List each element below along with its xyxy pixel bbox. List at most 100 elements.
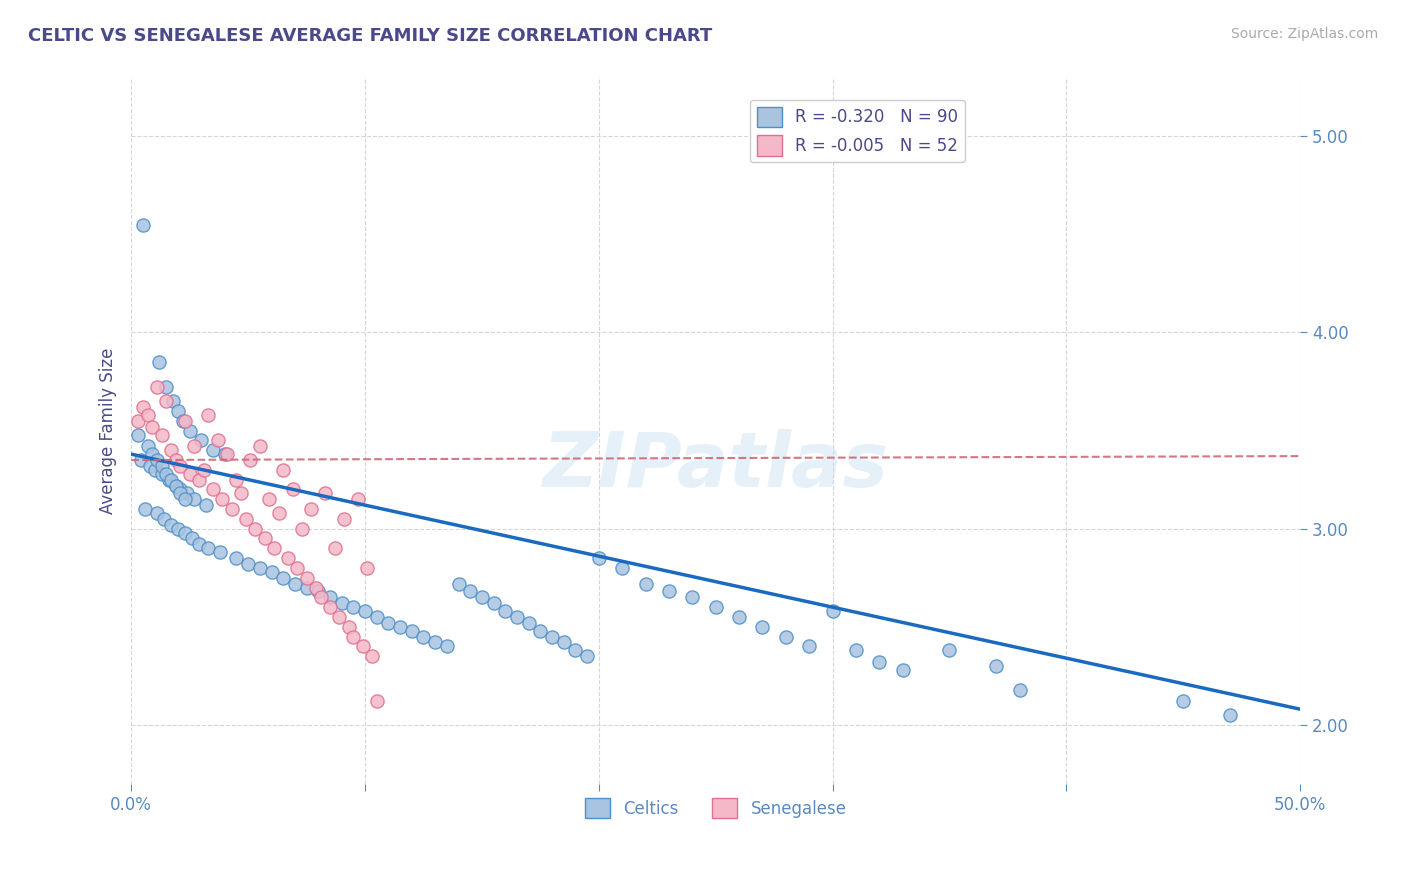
Point	[188, 537, 211, 551]
Point	[132, 400, 155, 414]
Point	[482, 596, 505, 610]
Point	[328, 610, 350, 624]
Point	[225, 551, 247, 566]
Point	[314, 486, 336, 500]
Point	[179, 467, 201, 481]
Point	[425, 635, 447, 649]
Point	[938, 643, 960, 657]
Point	[235, 512, 257, 526]
Point	[211, 492, 233, 507]
Point	[541, 630, 564, 644]
Point	[337, 620, 360, 634]
Point	[136, 408, 159, 422]
Point	[1173, 694, 1195, 708]
Legend: Celtics, Senegalese: Celtics, Senegalese	[578, 791, 853, 825]
Point	[658, 584, 681, 599]
Point	[291, 522, 314, 536]
Point	[323, 541, 346, 556]
Point	[517, 615, 540, 630]
Text: ZIPatlas: ZIPatlas	[543, 429, 889, 503]
Point	[506, 610, 529, 624]
Point	[271, 571, 294, 585]
Text: Source: ZipAtlas.com: Source: ZipAtlas.com	[1230, 27, 1378, 41]
Point	[1219, 708, 1241, 723]
Point	[155, 394, 177, 409]
Point	[150, 467, 173, 481]
Point	[249, 561, 271, 575]
Point	[160, 517, 183, 532]
Point	[132, 218, 155, 232]
Point	[330, 596, 353, 610]
Point	[172, 414, 194, 428]
Point	[447, 576, 470, 591]
Point	[377, 615, 399, 630]
Point	[295, 581, 318, 595]
Point	[190, 434, 212, 448]
Point	[169, 458, 191, 473]
Point	[868, 655, 890, 669]
Point	[148, 355, 170, 369]
Point	[202, 443, 225, 458]
Point	[319, 600, 342, 615]
Point	[162, 394, 184, 409]
Point	[239, 453, 262, 467]
Point	[342, 630, 364, 644]
Point	[214, 447, 236, 461]
Point	[309, 591, 332, 605]
Point	[181, 532, 204, 546]
Point	[333, 512, 356, 526]
Point	[307, 584, 329, 599]
Point	[225, 473, 247, 487]
Point	[281, 483, 304, 497]
Point	[146, 453, 169, 467]
Point	[174, 492, 197, 507]
Point	[153, 512, 176, 526]
Point	[299, 502, 322, 516]
Point	[553, 635, 575, 649]
Point	[207, 434, 229, 448]
Point	[150, 427, 173, 442]
Point	[277, 551, 299, 566]
Point	[127, 414, 149, 428]
Point	[150, 458, 173, 473]
Point	[564, 643, 586, 657]
Point	[253, 532, 276, 546]
Text: CELTIC VS SENEGALESE AVERAGE FAMILY SIZE CORRELATION CHART: CELTIC VS SENEGALESE AVERAGE FAMILY SIZE…	[28, 27, 713, 45]
Point	[319, 591, 342, 605]
Point	[401, 624, 423, 638]
Point	[155, 380, 177, 394]
Point	[193, 463, 215, 477]
Point	[188, 473, 211, 487]
Point	[576, 649, 599, 664]
Point	[174, 414, 197, 428]
Point	[267, 506, 290, 520]
Point	[155, 467, 177, 481]
Point	[146, 506, 169, 520]
Point	[160, 473, 183, 487]
Point	[136, 439, 159, 453]
Point	[295, 571, 318, 585]
Point	[436, 640, 458, 654]
Point	[588, 551, 610, 566]
Point	[494, 604, 516, 618]
Point	[681, 591, 703, 605]
Point	[129, 453, 152, 467]
Point	[174, 525, 197, 540]
Point	[728, 610, 751, 624]
Point	[529, 624, 551, 638]
Point	[127, 427, 149, 442]
Point	[160, 443, 183, 458]
Point	[243, 522, 266, 536]
Point	[361, 649, 384, 664]
Point	[167, 522, 190, 536]
Point	[176, 486, 198, 500]
Point	[197, 408, 219, 422]
Point	[347, 492, 370, 507]
Point	[143, 463, 166, 477]
Point	[366, 694, 388, 708]
Point	[799, 640, 821, 654]
Point	[165, 478, 187, 492]
Point	[183, 492, 205, 507]
Point	[1008, 682, 1031, 697]
Point	[342, 600, 364, 615]
